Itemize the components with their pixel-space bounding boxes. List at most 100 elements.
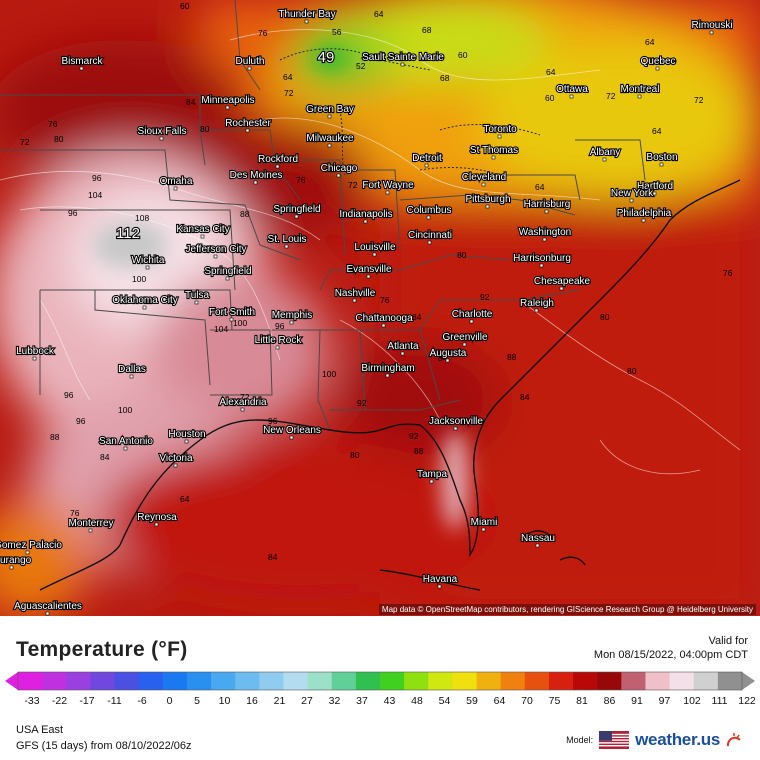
city-label: Aguascalientes <box>14 601 82 612</box>
city-label: Montreal <box>621 84 660 95</box>
temperature-shading <box>0 0 760 616</box>
city-label: Chicago <box>321 163 358 174</box>
great-lakes <box>279 48 541 176</box>
city-label: New York <box>611 188 654 199</box>
city-marker <box>294 214 299 219</box>
isotherm-value: 88 <box>507 352 517 362</box>
scale-swatch <box>355 672 381 690</box>
city-label: Green Bay <box>306 104 354 115</box>
city-label: Gomez Palacio <box>0 540 62 551</box>
city-label: Rockford <box>258 154 298 165</box>
scale-swatch <box>597 672 622 690</box>
city-label: Bismarck <box>61 56 103 67</box>
city-label: Oklahoma City <box>112 295 178 306</box>
city-marker <box>385 190 390 195</box>
region-label: USA East <box>16 724 64 736</box>
city-marker <box>352 298 357 303</box>
isotherm-value: 100 <box>118 405 132 415</box>
city-label: Washington <box>519 227 571 238</box>
city-marker <box>363 219 368 224</box>
isotherm-value: 92 <box>480 292 490 302</box>
city-label: Hartford <box>637 181 673 192</box>
city-label: Alexandria <box>219 397 267 408</box>
city-label: Pittsburgh <box>465 194 510 205</box>
scale-swatch <box>18 672 43 690</box>
city-marker <box>225 276 230 281</box>
scale-swatch <box>476 672 502 690</box>
scale-tick-label: 5 <box>194 695 200 707</box>
city-marker <box>424 163 429 168</box>
city-label: Little Rock <box>255 335 303 346</box>
isotherm-value: 76 <box>296 175 306 185</box>
city-label: St Thomas <box>470 145 518 156</box>
city-label: Reynosa <box>137 512 177 523</box>
scale-tick-label: 54 <box>438 695 451 707</box>
isotherm-value: 80 <box>600 312 610 322</box>
city-marker <box>289 320 294 325</box>
isotherm-value: 96 <box>76 416 86 426</box>
city-label: Louisville <box>354 242 396 253</box>
city-label: Rimouski <box>691 20 732 31</box>
isotherm-value: 92 <box>409 431 419 441</box>
city-marker <box>381 323 386 328</box>
city-marker <box>481 527 486 532</box>
city-marker <box>602 157 607 162</box>
isotherm-value: 100 <box>233 318 247 328</box>
scale-swatch <box>717 672 743 690</box>
city-marker <box>327 143 332 148</box>
city-label: Jacksonville <box>429 416 483 427</box>
city-marker <box>709 30 714 35</box>
city-marker <box>225 105 230 110</box>
scale-tick-label: 27 <box>301 695 313 707</box>
scale-tick-label: 75 <box>548 695 561 707</box>
legend-title: Temperature (°F) <box>16 638 188 661</box>
valid-time: Mon 08/15/2022, 04:00pm CDT <box>593 649 748 661</box>
city-marker <box>637 94 642 99</box>
city-label: Chesapeake <box>534 276 591 287</box>
city-label: San Antonio <box>99 436 153 447</box>
scale-swatch <box>90 672 116 690</box>
city-label: Jefferson City <box>186 244 247 255</box>
isotherm-value: 72 <box>284 88 294 98</box>
isotherm-value: 68 <box>440 73 450 83</box>
isotherm-value: 80 <box>200 124 210 134</box>
city-marker <box>535 543 540 548</box>
isotherm-value: 76 <box>723 268 733 278</box>
city-label: Houston <box>168 429 205 440</box>
city-label: Memphis <box>272 310 313 321</box>
isotherm-lines <box>0 29 741 475</box>
city-label: Durango <box>0 555 32 566</box>
isotherm-value: 72 <box>606 91 616 101</box>
state-boundaries <box>0 0 646 431</box>
scale-swatch <box>162 672 188 690</box>
scale-swatch <box>452 672 478 690</box>
scale-swatch <box>428 672 453 690</box>
isotherm-value: 96 <box>68 208 78 218</box>
temperature-map[interactable]: 112 49 60 64 68 76 52 56 64 60 64 64 60 72 72 80 72 76 8… <box>0 0 760 616</box>
city-marker <box>200 234 205 239</box>
city-marker <box>426 215 431 220</box>
scale-tick-label: 81 <box>576 695 588 707</box>
isotherm-value: 72 <box>348 180 358 190</box>
city-marker <box>304 19 309 24</box>
scale-tick-label: 111 <box>711 695 728 707</box>
city-label: Albany <box>590 147 621 158</box>
city-label: Boston <box>646 152 677 163</box>
city-label: Harrisonburg <box>513 253 571 264</box>
city-label: Wichita <box>132 255 165 266</box>
city-marker <box>247 66 252 71</box>
city-label: Ottawa <box>556 84 588 95</box>
isotherm-value: 96 <box>275 321 285 331</box>
isotherm-value: 100 <box>322 369 336 379</box>
city-marker <box>655 66 660 71</box>
scale-tick-label: 122 <box>738 695 756 707</box>
scale-tick-label: 48 <box>411 695 423 707</box>
isotherm-value: 60 <box>180 1 190 11</box>
city-marker <box>534 308 539 313</box>
city-marker <box>445 358 450 363</box>
brand-block[interactable]: Model: weather.us <box>566 730 742 750</box>
isotherm-value: 60 <box>545 93 555 103</box>
isotherm-value: 88 <box>414 446 424 456</box>
color-scale-ticks: -33 -22 -17 -11 -6 0 5 10 16 21 27 32 37 43 48 54 59 64 70… <box>0 695 760 709</box>
model-run-label: GFS (15 days) from 08/10/2022/06z <box>16 740 192 752</box>
